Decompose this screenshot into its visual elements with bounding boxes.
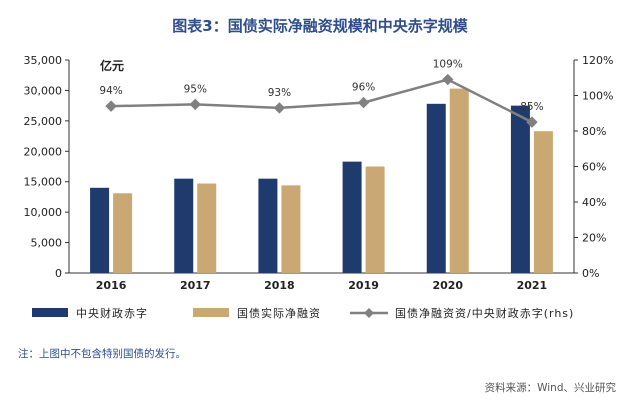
deficit-bar (90, 187, 110, 273)
right-tick-label: 20% (582, 232, 606, 245)
legend-label-ratio: 国债净融资资/中央财政赤字(rhs) (395, 306, 574, 320)
left-tick-label: 30,000 (24, 84, 63, 97)
unit-label: 亿元 (100, 58, 124, 73)
legend-swatch-deficit (32, 308, 68, 317)
right-tick-label: 100% (582, 90, 613, 103)
legend-swatch-financing (193, 308, 229, 317)
ratio-point (189, 98, 201, 111)
financing-bar (281, 185, 301, 273)
x-tick-label: 2019 (348, 279, 379, 292)
footnote: 注：上图中不包含特别国债的发行。 (18, 347, 186, 360)
x-tick-label: 2020 (432, 279, 463, 292)
left-tick-label: 0 (55, 267, 62, 280)
legend-marker-ratio (364, 308, 374, 318)
right-tick-label: 80% (582, 125, 606, 138)
ratio-data-label: 95% (184, 83, 207, 95)
ratio-line (111, 78, 533, 124)
financing-bar (113, 193, 133, 273)
ratio-data-label: 94% (99, 85, 122, 97)
right-tick-label: 120% (582, 54, 613, 67)
deficit-bar (426, 103, 446, 274)
legend: 中央财政赤字 国债实际净融资 国债净融资资/中央财政赤字(rhs) (32, 306, 574, 320)
left-tick-label: 25,000 (24, 115, 63, 128)
ratio-data-label: 85% (520, 101, 543, 113)
legend-label-financing: 国债实际净融资 (237, 306, 321, 320)
ratio-point (357, 96, 370, 109)
left-tick-label: 5,000 (31, 237, 63, 250)
x-tick-label: 2017 (180, 279, 211, 292)
x-tick-label: 2021 (517, 279, 548, 292)
left-tick-label: 20,000 (24, 145, 63, 158)
deficit-bar (258, 178, 278, 273)
source-text: 资料来源：Wind、兴业研究 (485, 381, 617, 394)
x-tick-label: 2016 (96, 279, 127, 292)
ratio-data-label: 96% (352, 82, 375, 94)
financing-bar (365, 166, 385, 273)
ratio-data-label: 109% (433, 59, 463, 71)
financing-bar (533, 131, 553, 273)
left-tick-label: 15,000 (24, 176, 63, 189)
right-tick-label: 40% (582, 196, 606, 209)
right-tick-label: 0% (582, 267, 599, 280)
deficit-bar (174, 178, 194, 273)
financing-bar (449, 88, 469, 273)
legend-label-deficit: 中央财政赤字 (76, 306, 148, 320)
ratio-point (442, 73, 454, 86)
ratio-point (273, 102, 286, 114)
financing-bar (197, 183, 217, 273)
ratio-point (526, 116, 538, 128)
left-tick-label: 10,000 (24, 206, 63, 219)
left-tick-label: 35,000 (24, 54, 63, 67)
deficit-bar (510, 105, 530, 274)
x-tick-label: 2018 (264, 279, 295, 292)
right-tick-label: 60% (582, 161, 606, 174)
ratio-point (105, 100, 117, 112)
chart-title: 图表3：国债实际净融资规模和中央赤字规模 (172, 17, 468, 35)
plot-area: 0 5,000 10,000 15,000 20,000 25,000 30,000 35,0… (24, 54, 614, 292)
deficit-bar (342, 161, 362, 273)
ratio-data-label: 93% (268, 87, 291, 99)
